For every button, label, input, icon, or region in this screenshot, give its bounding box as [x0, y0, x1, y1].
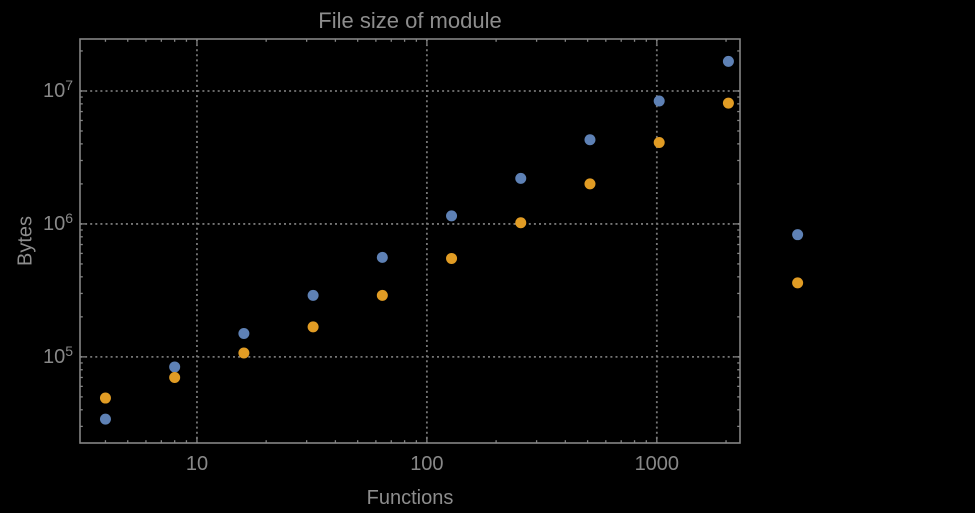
y-tick-label: 107 — [42, 77, 73, 102]
data-point-series-orange — [515, 217, 527, 229]
x-axis-label: Functions — [366, 487, 454, 509]
data-point-series-blue — [722, 55, 734, 67]
data-point-series-blue — [307, 289, 319, 301]
y-axis-label: Bytes — [14, 215, 37, 267]
data-point-series-orange — [792, 277, 804, 289]
data-point-series-blue — [653, 95, 665, 107]
y-tick-label: 105 — [42, 343, 73, 368]
data-point-series-blue — [99, 413, 111, 425]
data-point-series-orange — [653, 136, 665, 148]
chart-title: File size of module — [318, 8, 502, 33]
data-point-series-orange — [169, 371, 181, 383]
data-point-series-blue — [238, 327, 250, 339]
x-tick-label: 1000 — [634, 453, 680, 475]
data-point-series-blue — [584, 134, 596, 146]
data-point-series-blue — [515, 172, 527, 184]
data-point-series-blue — [792, 229, 804, 241]
data-point-series-orange — [376, 289, 388, 301]
x-tick-label: 100 — [410, 453, 444, 475]
plot-frame — [79, 38, 741, 444]
y-tick-label: 106 — [42, 210, 73, 235]
data-point-series-orange — [722, 97, 734, 109]
data-point-series-orange — [99, 392, 111, 404]
data-point-series-orange — [446, 252, 458, 264]
data-point-series-orange — [584, 178, 596, 190]
x-tick-label: 10 — [185, 453, 209, 475]
data-point-series-blue — [446, 210, 458, 222]
data-point-series-blue — [169, 361, 181, 373]
data-point-series-blue — [376, 251, 388, 263]
data-point-series-orange — [238, 347, 250, 359]
data-point-series-orange — [307, 321, 319, 333]
